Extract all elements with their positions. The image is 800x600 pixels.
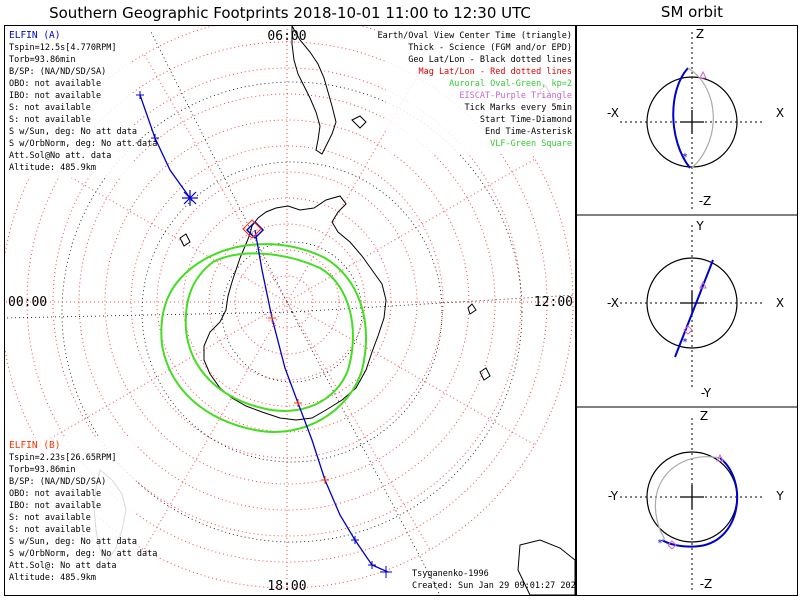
auroral-oval-inner	[184, 252, 354, 412]
legend-item: Earth/Oval View Center Time (triangle)	[378, 31, 572, 41]
figure-title: Southern Geographic Footprints 2018-10-0…	[49, 4, 531, 22]
elfin-a-name: ELFIN (A)	[9, 30, 60, 41]
elfin-b-line: S: not available	[9, 525, 91, 535]
elfin-b-line: Altitude: 485.9km	[9, 573, 96, 583]
legend-item: EISCAT-Purple Triangle	[459, 91, 572, 101]
footer: Tsyganenko-1996 Created: Sun Jan 29 09:0…	[412, 569, 581, 591]
legend-item: Auroral Oval-Green, kp=2	[449, 79, 572, 89]
orbit1-bottom-axis: -Z	[699, 194, 712, 208]
mlt-label-bottom: 18:00	[267, 579, 306, 594]
elfin-a-line: S w/OrbNorm, deg: No att data	[9, 139, 157, 149]
mlt-label-right: 12:00	[534, 295, 573, 310]
elfin-b-line: Tspin=2.23s[26.65RPM]	[9, 453, 116, 463]
elfin-a-track-1	[136, 91, 198, 206]
elfin-b-info: ELFIN (B) Tspin=2.23s[26.65RPM] Torb=93.…	[6, 438, 157, 592]
orbit1-left-axis: -X	[607, 106, 619, 120]
svg-text:*: *	[682, 337, 688, 348]
orbit2-left-axis: -X	[607, 296, 619, 310]
legend-item: Thick - Science (FGM and/or EPD)	[408, 43, 572, 53]
end-time-asterisk	[182, 190, 198, 206]
legend: Earth/Oval View Center Time (triangle) Th…	[378, 28, 574, 154]
orbit2-bottom-axis: -Y	[701, 386, 712, 400]
auroral-ovals	[160, 243, 367, 433]
orbit3-bottom-axis: -Z	[700, 577, 713, 591]
orbit-panel-frame	[576, 25, 798, 596]
elfin-b-line: S w/Sun, deg: No att data	[9, 537, 137, 547]
elfin-a-info: ELFIN (A) Tspin=12.5s[4.770RPM] Torb=93.…	[6, 28, 157, 178]
legend-item: Tick Marks every 5min	[465, 103, 572, 113]
orbit3-top-axis: Z	[700, 409, 708, 423]
auroral-oval-outer	[160, 243, 367, 433]
elfin-a-line: S w/Sun, deg: No att data	[9, 127, 137, 137]
elfin-a-line: S: not available	[9, 103, 91, 113]
elfin-b-line: IBO: not available	[9, 501, 101, 511]
orbit-title: SM orbit	[661, 3, 723, 21]
elfin-a-line: OBO: not available	[9, 79, 101, 89]
orbit3-left-axis: -Y	[608, 489, 619, 503]
svg-text:*: *	[657, 538, 663, 549]
elfin-b-line: B/SP: (NA/ND/SD/SA)	[9, 477, 106, 487]
elfin-a-line: Att.Sol@No att. data	[9, 151, 111, 161]
legend-item: Start Time-Diamond	[480, 115, 572, 125]
elfin-b-line: S w/OrbNorm, deg: No att data	[9, 549, 157, 559]
orbit3-right-axis: Y	[775, 489, 784, 503]
orbit1-top-axis: Z	[696, 27, 704, 41]
orbit-panel-xz: * Z -Z -X X	[607, 27, 784, 210]
orbit1-right-axis: X	[776, 106, 784, 120]
orbit-panel-xy: * Y -Y -X X	[607, 219, 784, 400]
orbit2-top-axis: Y	[695, 219, 704, 233]
elfin-b-line: Torb=93.86min	[9, 465, 76, 475]
elfin-b-name: ELFIN (B)	[9, 440, 60, 451]
mlt-label-left: 00:00	[8, 295, 47, 310]
elfin-a-track-2	[242, 219, 392, 578]
polar-map: 06:00 00:00 12:00 18:00 ELFIN (A) Tspin=…	[5, 26, 581, 595]
elfin-a-line: Torb=93.86min	[9, 55, 76, 65]
elfin-a-line: Altitude: 485.9km	[9, 163, 96, 173]
legend-item: VLF-Green Square	[490, 139, 572, 149]
legend-item: End Time-Asterisk	[485, 127, 572, 137]
elfin-a-line: S: not available	[9, 115, 91, 125]
orbit2-right-axis: X	[776, 296, 784, 310]
legend-item: Geo Lat/Lon - Black dotted lines	[408, 55, 572, 65]
elfin-b-line: S: not available	[9, 513, 91, 523]
elfin-a-line: B/SP: (NA/ND/SD/SA)	[9, 67, 106, 77]
geo-grid	[5, 29, 575, 595]
elfin-b-line: OBO: not available	[9, 489, 101, 499]
elfin-a-line: Tspin=12.5s[4.770RPM]	[9, 43, 116, 53]
elfin-b-line: Att.Sol@: No att data	[9, 561, 116, 571]
elfin-a-line: IBO: not available	[9, 91, 101, 101]
model-label: Tsyganenko-1996	[412, 569, 489, 579]
svg-text:*: *	[682, 152, 688, 163]
map-panel-frame	[4, 25, 576, 596]
created-label: Created: Sun Jan 29 09:01:27 2023	[412, 581, 581, 591]
start-time-diamond	[245, 220, 265, 240]
mlt-label-top: 06:00	[267, 29, 306, 44]
orbit-panel-yz: * Z -Z -Y Y	[608, 409, 784, 591]
legend-item: Mag Lat/Lon - Red dotted lines	[418, 67, 572, 77]
elfin-b-start-diamond	[242, 219, 262, 239]
